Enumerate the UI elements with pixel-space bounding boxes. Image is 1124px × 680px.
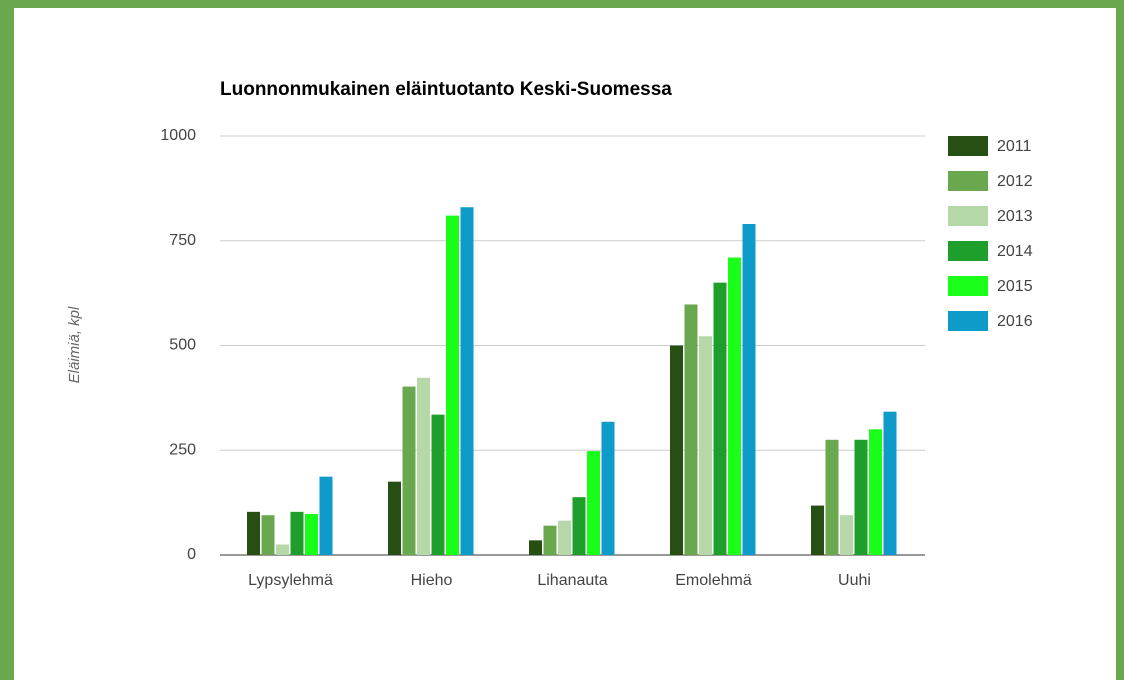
chart-title: Luonnonmukainen eläintuotanto Keski-Suom…: [220, 79, 672, 100]
legend-swatch: [948, 206, 988, 226]
bar: [276, 544, 289, 555]
bar: [460, 207, 474, 556]
y-tick-label: 250: [169, 441, 196, 458]
x-tick-label: Lypsylehmä: [248, 572, 333, 589]
bar: [684, 304, 698, 555]
legend-label: 2012: [997, 173, 1033, 190]
legend-swatch: [948, 171, 988, 191]
x-tick-label: Lihanauta: [537, 572, 607, 589]
bar: [529, 540, 542, 555]
bar: [587, 451, 600, 555]
bar: [261, 515, 275, 555]
bar: [402, 386, 416, 555]
bar: [446, 215, 459, 556]
y-tick-label: 0: [187, 546, 196, 563]
bar: [869, 429, 882, 555]
bar: [883, 411, 897, 555]
legend-label: 2013: [997, 208, 1033, 225]
x-tick-label: Uuhi: [838, 572, 871, 589]
y-tick-label: 1000: [160, 127, 196, 144]
bar: [431, 414, 445, 555]
bar: [811, 505, 824, 555]
legend-label: 2015: [997, 278, 1033, 295]
bar: [713, 282, 727, 555]
chart: Luonnonmukainen eläintuotanto Keski-Suom…: [14, 8, 1116, 680]
bar: [319, 476, 333, 555]
y-tick-label: 750: [169, 232, 196, 249]
x-tick-label: Hieho: [411, 572, 453, 589]
legend-label: 2014: [997, 243, 1033, 260]
y-tick-label: 500: [169, 337, 196, 354]
legend-label: 2011: [997, 138, 1032, 155]
bar: [728, 257, 741, 555]
bar: [247, 511, 260, 555]
bar: [742, 223, 756, 556]
legend-swatch: [948, 276, 988, 296]
bar: [840, 515, 853, 555]
bar: [388, 481, 401, 555]
legend-swatch: [948, 136, 988, 156]
bar: [699, 336, 712, 555]
y-axis-title: Eläimiä, kpl: [66, 306, 83, 383]
legend-swatch: [948, 241, 988, 261]
bar: [854, 439, 868, 555]
bar: [417, 377, 430, 555]
legend-label: 2016: [997, 313, 1033, 330]
bar: [825, 439, 839, 555]
bar: [558, 520, 571, 555]
bar: [601, 421, 615, 555]
bar: [670, 345, 683, 555]
x-tick-label: Emolehmä: [675, 572, 752, 589]
bar: [543, 525, 557, 555]
bar: [572, 497, 586, 555]
bar: [305, 513, 318, 555]
legend-swatch: [948, 311, 988, 331]
bar: [290, 511, 304, 555]
